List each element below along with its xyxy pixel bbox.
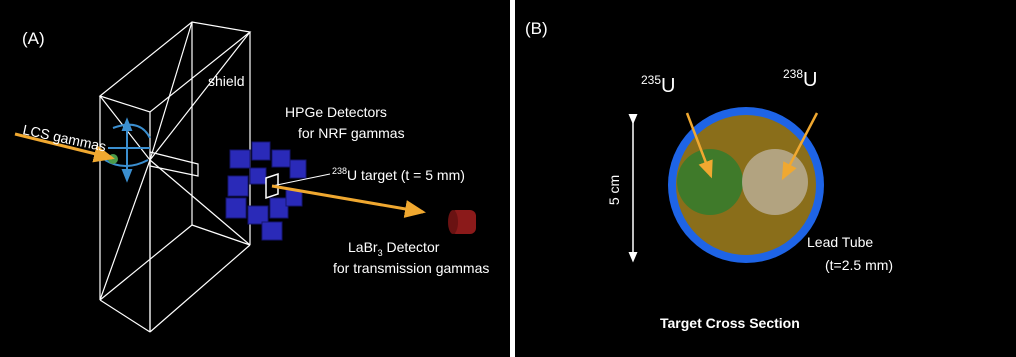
figure-caption: Target Cross Section [660,315,800,331]
hpge-label-line2: for NRF gammas [298,125,405,141]
u238-rod [742,149,808,215]
panel-b: (B) 235U 238U 5 cm Lead Tube (t=2.5 mm) … [515,0,1016,357]
labr-detector [448,210,476,234]
labr-label-line1: LaBr3 Detector [348,239,440,258]
panel-b-illustration: (B) 235U 238U 5 cm Lead Tube (t=2.5 mm) … [525,19,893,331]
panel-a: (A) [0,0,510,357]
u238-label: 238U [783,67,817,91]
shield-label: shield [208,73,245,89]
lead-thickness-label: (t=2.5 mm) [825,257,893,273]
transmission-beam-arrow [271,184,426,218]
source-point [108,154,118,164]
panel-a-illustration: (A) [14,21,489,333]
lcs-gammas-label: LCS gammas [21,121,107,154]
panel-a-label: (A) [22,29,45,48]
u238-pointer-arrow [781,112,819,181]
labr-label-line2: for transmission gammas [333,260,489,276]
uranium-target [265,172,279,200]
u235-rod [677,149,743,215]
u235-label: 235U [641,73,675,97]
target-pointer-line [271,173,331,187]
scale-label: 5 cm [606,175,622,205]
panel-b-label: (B) [525,19,548,38]
beam-axis-icon [104,117,151,183]
lead-tube-label: Lead Tube [807,234,873,250]
u235-pointer-arrow [685,112,713,179]
hpge-label-line1: HPGe Detectors [285,104,387,120]
target-label: 238U target (t = 5 mm) [332,166,465,183]
hpge-detector-cluster [225,141,307,241]
lcs-beam-arrow [14,132,115,163]
